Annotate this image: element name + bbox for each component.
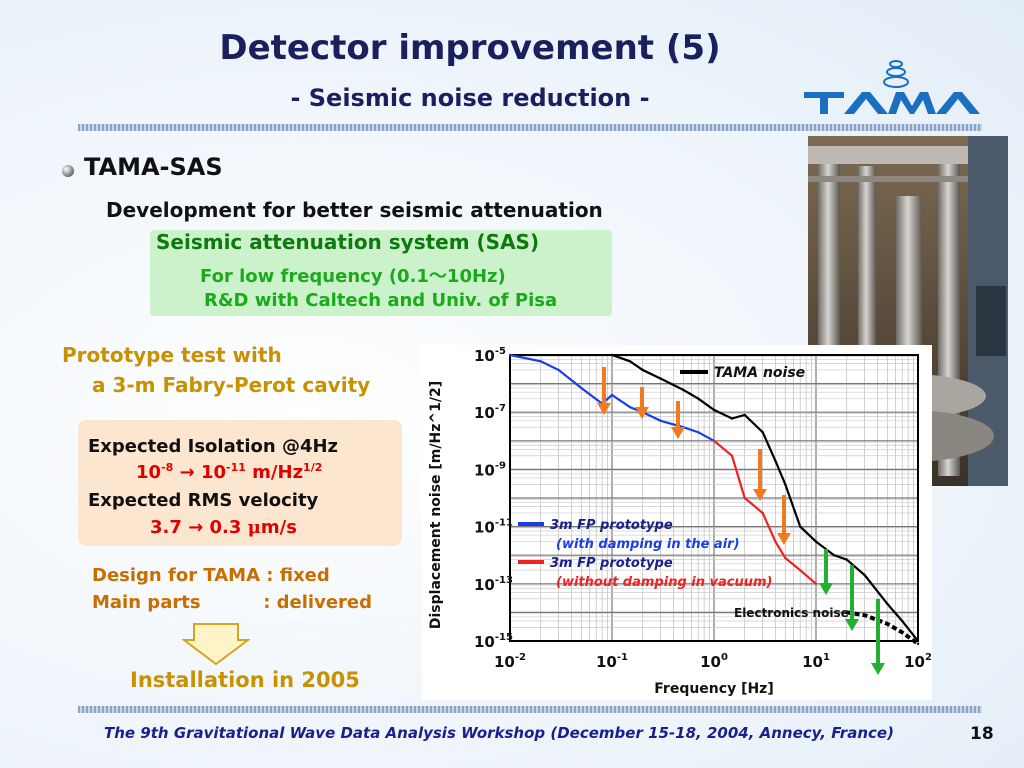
chart-point bbox=[761, 511, 764, 515]
chart-point bbox=[784, 483, 787, 486]
prototype-line-1: Prototype test with bbox=[62, 343, 282, 367]
orange-arrow-head bbox=[671, 427, 685, 439]
legend-red-2: (without damping in vacuum) bbox=[556, 575, 772, 590]
orange-arrow-head bbox=[635, 407, 649, 419]
development-line: Development for better seismic attenuati… bbox=[106, 198, 603, 222]
chart-point bbox=[697, 430, 700, 434]
series-tama-noise bbox=[611, 353, 919, 642]
chart-point bbox=[784, 556, 787, 560]
chart-point bbox=[580, 386, 583, 390]
rms-value: 3.7 → 0.3 μm/s bbox=[150, 517, 297, 538]
chart-point bbox=[682, 388, 685, 392]
chart-point bbox=[641, 368, 644, 372]
chart-point bbox=[539, 360, 542, 363]
noise-chart: 10-2 10-1 100 101 102 10-5 10-7 10-9 10-11 10-13 1… bbox=[422, 345, 932, 700]
main-parts-line: Main parts : delivered bbox=[92, 592, 373, 613]
tama-logo bbox=[804, 60, 980, 114]
chart-grid bbox=[509, 355, 918, 642]
chart-point bbox=[774, 459, 777, 462]
chart-point bbox=[712, 408, 716, 412]
legend-blue-2: (with damping in the air) bbox=[556, 537, 740, 552]
chart-frame bbox=[509, 354, 919, 642]
chart-point bbox=[863, 573, 866, 577]
orange-arrow-head bbox=[597, 403, 611, 415]
header-divider bbox=[78, 124, 982, 131]
slide-title: Detector improvement (5) bbox=[219, 28, 721, 68]
expectation-box bbox=[78, 420, 402, 546]
chart-point bbox=[697, 397, 700, 400]
series-prototype-air bbox=[509, 353, 715, 442]
slide-subtitle: - Seismic noise reduction - bbox=[290, 84, 650, 112]
green-arrow-head bbox=[845, 619, 859, 631]
rms-label: Expected RMS velocity bbox=[88, 490, 319, 511]
chart-point bbox=[901, 631, 904, 634]
chart-point bbox=[814, 582, 818, 585]
installation-line: Installation in 2005 bbox=[130, 668, 360, 692]
page-number: 18 bbox=[970, 724, 994, 744]
chart-point bbox=[799, 568, 802, 572]
y-tick-label: 10-13 bbox=[474, 575, 513, 594]
y-tick-label: 10-9 bbox=[474, 460, 506, 479]
y-tick-label: 10-7 bbox=[474, 403, 506, 422]
chart-point bbox=[610, 353, 614, 357]
chart-point bbox=[557, 368, 560, 372]
chart-point bbox=[730, 417, 734, 420]
chart-xlabel: Frequency [Hz] bbox=[654, 681, 773, 697]
legend-electronics: Electronics noise bbox=[734, 606, 849, 620]
prototype-line-2: a 3-m Fabry-Perot cavity bbox=[92, 373, 371, 397]
x-tick-label: 10-2 bbox=[494, 652, 526, 671]
chart-point bbox=[845, 611, 848, 614]
legend-blue-1: 3m FP prototype bbox=[550, 518, 673, 533]
sas-box bbox=[150, 230, 612, 316]
chart-point bbox=[814, 540, 818, 543]
series-prototype-vacuum bbox=[713, 439, 817, 585]
green-arrow-head bbox=[819, 583, 833, 595]
x-tick-label: 10-1 bbox=[596, 652, 628, 671]
green-arrow-head bbox=[871, 663, 885, 675]
chart-point bbox=[628, 360, 632, 363]
legend-tama: TAMA noise bbox=[714, 365, 805, 381]
chart-point bbox=[659, 377, 662, 380]
chart-point bbox=[832, 554, 836, 557]
chart-point bbox=[761, 430, 764, 434]
isolation-label: Expected Isolation @4Hz bbox=[88, 436, 339, 457]
chart-point bbox=[901, 619, 904, 623]
chart-point bbox=[730, 454, 734, 457]
chart-point bbox=[659, 419, 662, 423]
x-tick-label: 101 bbox=[802, 652, 830, 671]
chart-ylabel: Displacement noise [m/Hz^1/2] bbox=[428, 381, 444, 629]
legend-red-1: 3m FP prototype bbox=[550, 556, 673, 571]
chart-point bbox=[743, 496, 746, 500]
sas-line: Seismic attenuation system (SAS) bbox=[156, 230, 540, 254]
x-tick-label: 100 bbox=[700, 652, 728, 671]
chart-point bbox=[628, 405, 632, 409]
section-heading: TAMA-SAS bbox=[84, 153, 223, 181]
chart-point bbox=[916, 642, 920, 645]
chart-point bbox=[886, 602, 889, 605]
chart-point bbox=[799, 525, 802, 528]
chart-point bbox=[863, 613, 866, 617]
orange-arrow-head bbox=[753, 489, 767, 501]
design-line: Design for TAMA : fixed bbox=[92, 565, 330, 586]
rd-line: R&D with Caltech and Univ. of Pisa bbox=[204, 290, 558, 311]
chart-point bbox=[845, 558, 848, 561]
footer-divider bbox=[78, 706, 982, 713]
low-frequency-line: For low frequency (0.1～10Hz) bbox=[200, 266, 506, 287]
x-tick-label: 102 bbox=[904, 652, 932, 671]
y-tick-label: 10-15 bbox=[474, 632, 513, 651]
footer-text: The 9th Gravitational Wave Data Analysis… bbox=[104, 724, 894, 742]
y-tick-label: 10-11 bbox=[474, 518, 513, 537]
chart-point bbox=[886, 622, 889, 625]
isolation-value: 10-8 → 10-11 m/Hz1/2 bbox=[136, 461, 323, 483]
chart-point bbox=[743, 413, 746, 417]
chart-point bbox=[508, 353, 512, 357]
bullet-icon bbox=[62, 165, 74, 177]
y-tick-label: 10-5 bbox=[474, 346, 506, 365]
chart-point bbox=[916, 639, 920, 643]
chart-point bbox=[774, 540, 777, 543]
orange-arrow-head bbox=[777, 533, 791, 545]
chart-point bbox=[610, 393, 614, 397]
down-arrow-icon bbox=[182, 623, 250, 666]
chart-point bbox=[712, 439, 716, 442]
